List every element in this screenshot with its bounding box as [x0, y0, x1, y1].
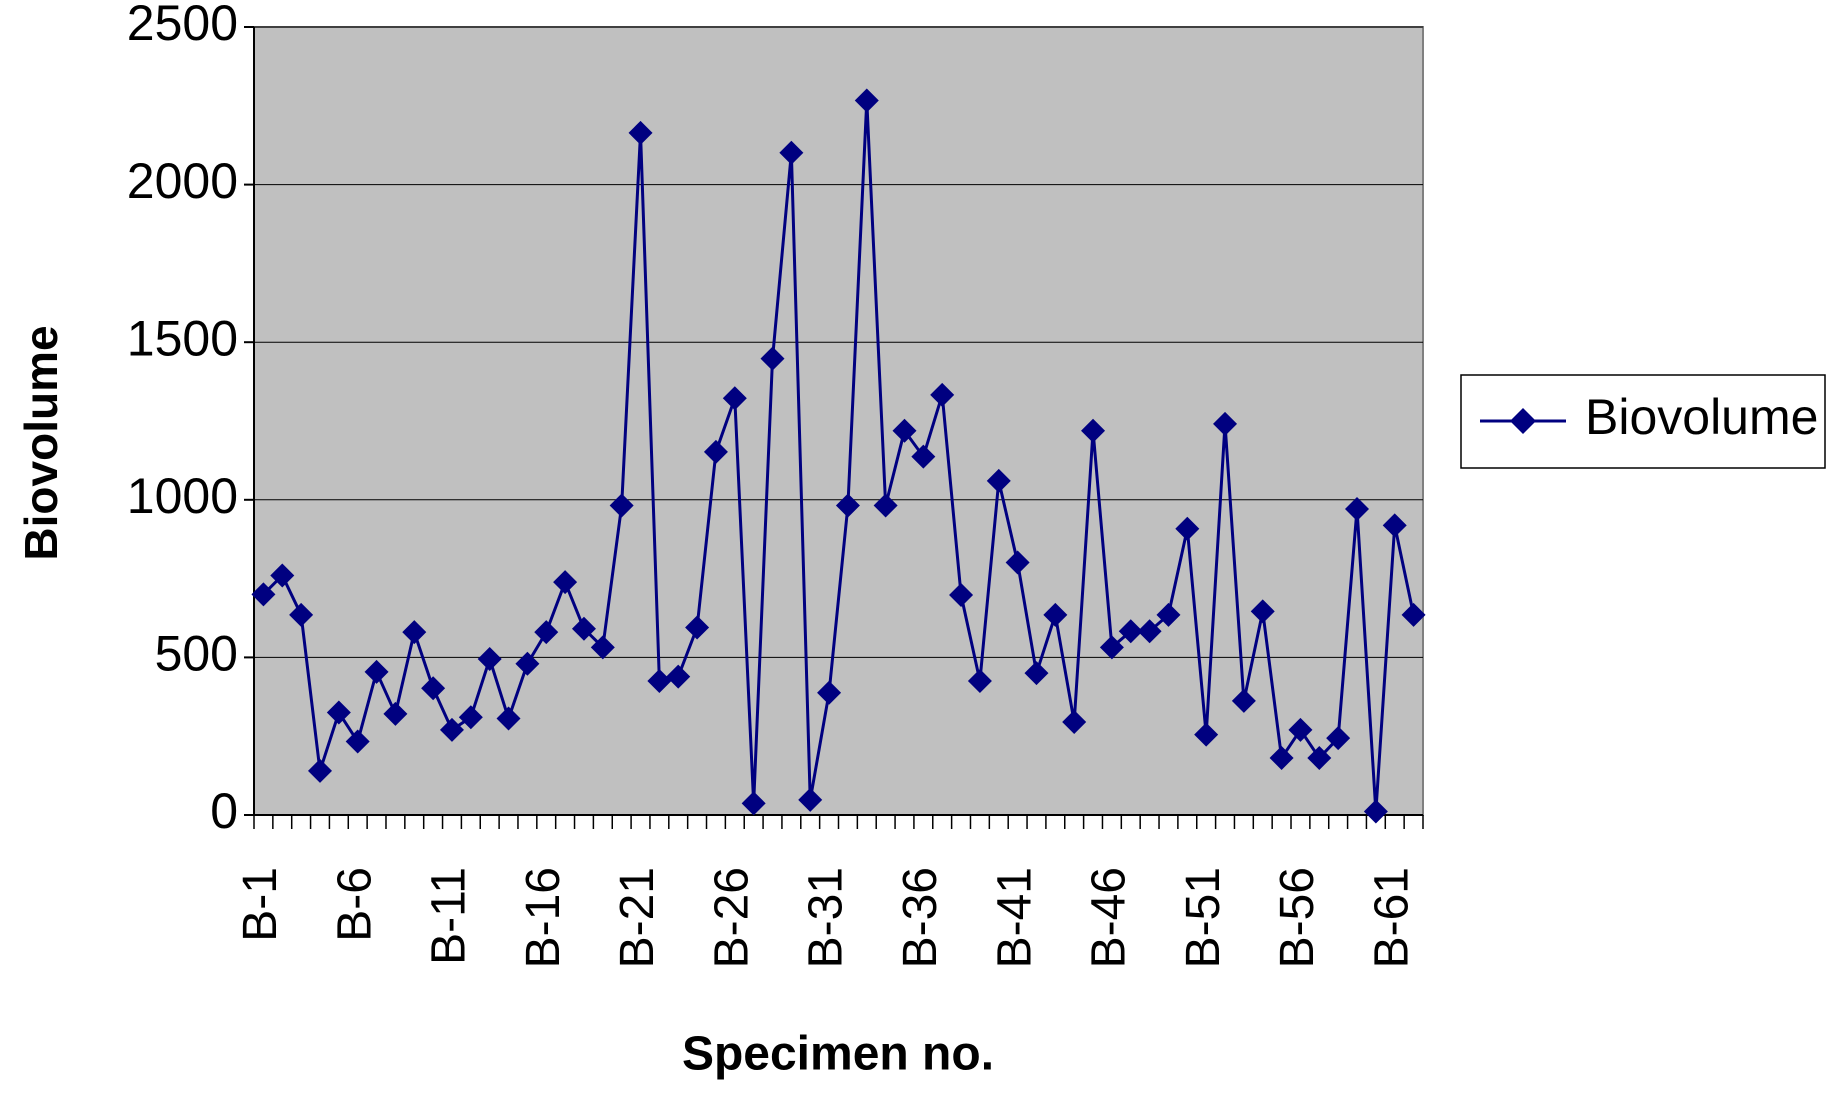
- y-tick-label: 0: [210, 783, 238, 839]
- data-point: [779, 140, 804, 165]
- data-point: [1175, 516, 1200, 541]
- data-point: [703, 439, 728, 464]
- data-point: [590, 635, 615, 660]
- data-point: [251, 582, 276, 607]
- y-tick-label: 500: [155, 626, 238, 682]
- data-point: [289, 602, 314, 627]
- data-point: [892, 418, 917, 443]
- data-point: [741, 791, 766, 816]
- data-point: [967, 669, 992, 694]
- data-point: [854, 88, 879, 113]
- data-point: [402, 620, 427, 645]
- data-point: [383, 701, 408, 726]
- data-point: [326, 700, 351, 725]
- data-point: [911, 444, 936, 469]
- legend-marker: [1510, 408, 1536, 434]
- data-point: [1307, 745, 1332, 770]
- data-point: [1213, 411, 1238, 436]
- y-tick-label: 1000: [127, 468, 238, 524]
- data-point: [1326, 726, 1351, 751]
- data-point: [949, 582, 974, 607]
- data-point: [817, 680, 842, 705]
- x-tick-label: B-6: [328, 867, 381, 942]
- data-point: [930, 382, 955, 407]
- data-point: [1401, 602, 1426, 627]
- x-axis-title: Specimen no.: [682, 1028, 994, 1081]
- x-tick-label: B-21: [611, 867, 664, 968]
- legend-label: Biovolume: [1585, 389, 1818, 445]
- data-point: [873, 493, 898, 518]
- y-axis-title: Biovolume: [15, 325, 67, 560]
- data-point: [477, 646, 502, 671]
- data-point: [307, 758, 332, 783]
- data-point: [609, 493, 634, 518]
- x-tick-label: B-1: [234, 867, 287, 942]
- data-point: [798, 787, 823, 812]
- data-point: [1062, 710, 1087, 735]
- data-point: [1363, 799, 1388, 824]
- x-tick-label: B-16: [517, 867, 570, 968]
- data-point: [496, 706, 521, 731]
- data-point: [628, 120, 653, 145]
- data-point: [1269, 745, 1294, 770]
- data-point: [1024, 661, 1049, 686]
- x-tick-label: B-51: [1177, 867, 1230, 968]
- data-point: [458, 705, 483, 730]
- x-tick-label: B-26: [705, 867, 758, 968]
- data-point: [421, 676, 446, 701]
- data-point: [835, 493, 860, 518]
- x-tick-label: B-31: [800, 867, 853, 968]
- data-point: [1288, 717, 1313, 742]
- data-point: [515, 651, 540, 676]
- data-point: [1099, 635, 1124, 660]
- data-point: [1382, 513, 1407, 538]
- data-point: [1137, 619, 1162, 644]
- data-point: [647, 669, 672, 694]
- x-tick-label: B-41: [988, 867, 1041, 968]
- data-point: [1118, 619, 1143, 644]
- x-tick-label: B-56: [1271, 867, 1324, 968]
- data-point: [1081, 418, 1106, 443]
- x-tick-label: B-46: [1083, 867, 1136, 968]
- data-point: [722, 386, 747, 411]
- data-point: [1005, 550, 1030, 575]
- x-tick-label: B-11: [423, 867, 476, 965]
- data-point: [1156, 602, 1181, 627]
- data-point: [986, 468, 1011, 493]
- data-point: [364, 659, 389, 684]
- y-tick-label: 1500: [127, 310, 238, 366]
- data-point: [553, 570, 578, 595]
- data-point: [760, 346, 785, 371]
- data-point: [685, 615, 710, 640]
- data-point: [1231, 688, 1256, 713]
- data-point: [270, 563, 295, 588]
- data-point: [1345, 496, 1370, 521]
- data-point: [1194, 722, 1219, 747]
- y-tick-label: 2500: [127, 0, 238, 51]
- x-tick-label: B-61: [1365, 867, 1418, 968]
- data-point: [345, 729, 370, 754]
- data-point: [666, 664, 691, 689]
- data-point: [1043, 602, 1068, 627]
- x-tick-label: B-36: [894, 867, 947, 968]
- data-point: [571, 616, 596, 641]
- y-tick-label: 2000: [127, 153, 238, 209]
- data-point: [439, 717, 464, 742]
- data-point: [1250, 599, 1275, 624]
- data-point: [534, 620, 559, 645]
